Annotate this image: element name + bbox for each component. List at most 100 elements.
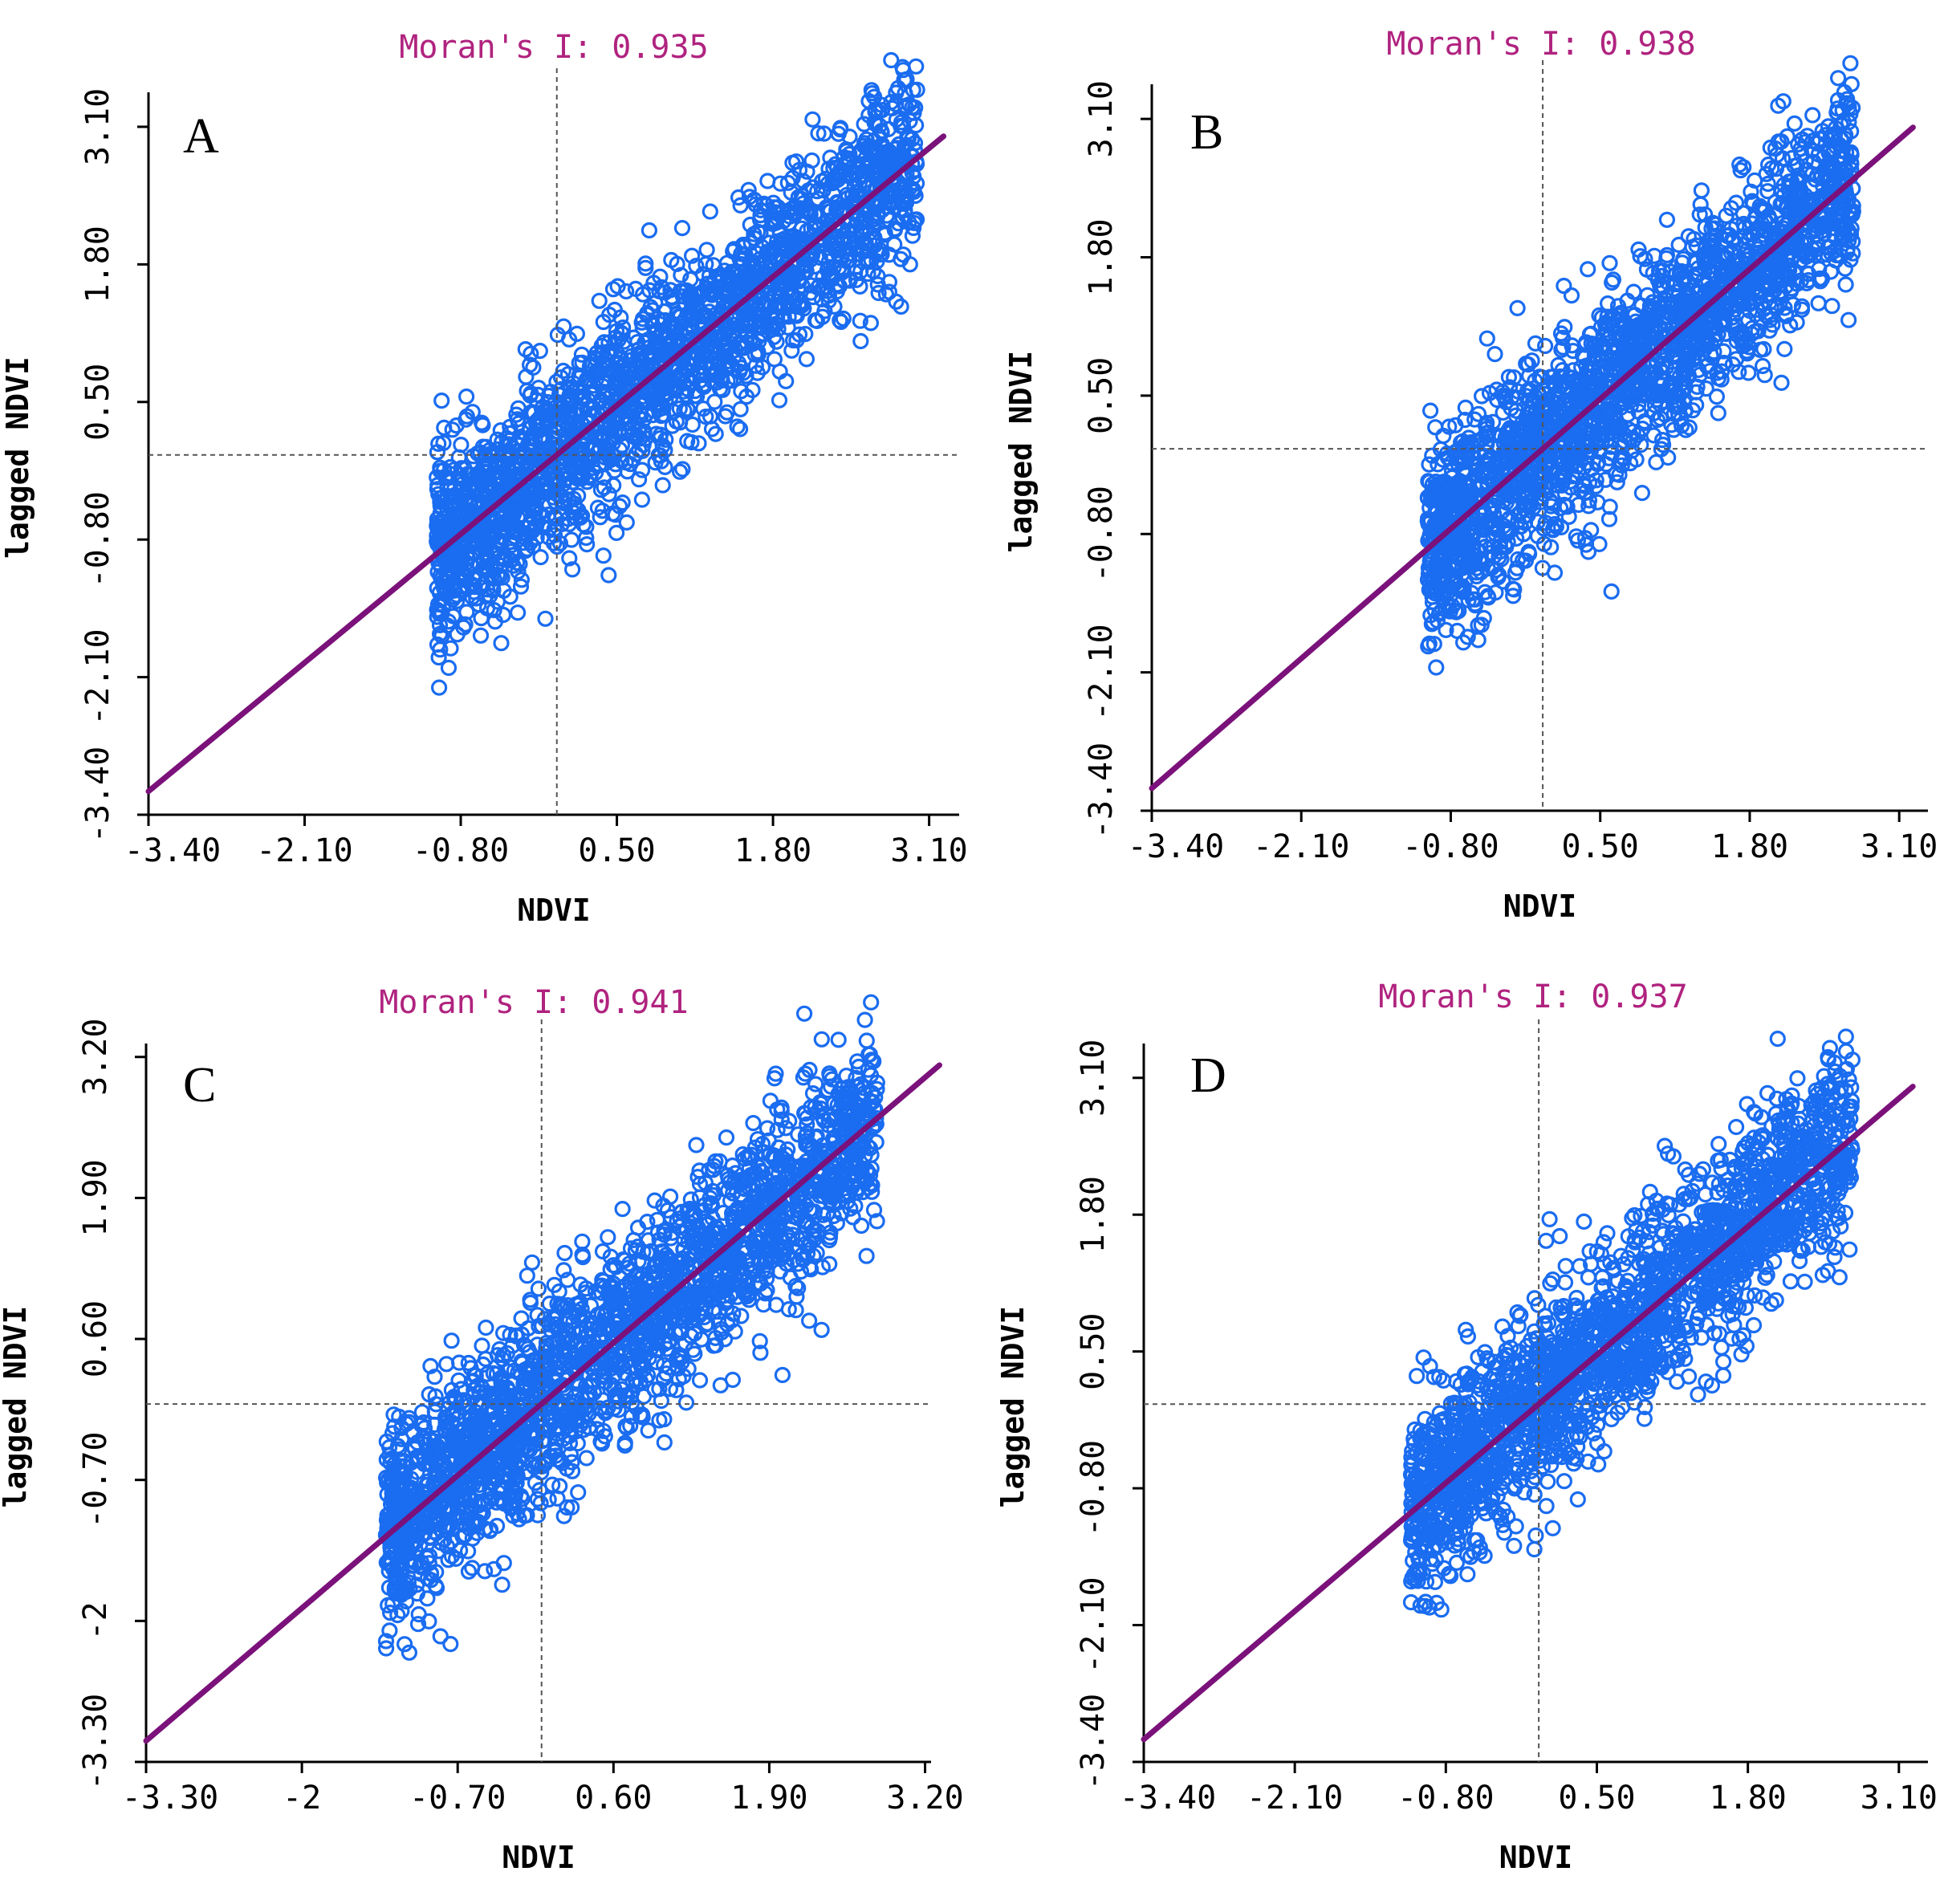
- scatter-point: [633, 491, 651, 508]
- scatter-point: [808, 217, 825, 234]
- scatter-point: [798, 351, 815, 368]
- scatter-point: [673, 333, 689, 350]
- y-tick-label: 3.10: [1083, 80, 1120, 157]
- scatter-point: [733, 383, 750, 400]
- scatter-point: [1693, 182, 1710, 199]
- scatter-point: [810, 190, 827, 207]
- scatter-point: [722, 270, 738, 287]
- y-tick-label: 3.10: [79, 88, 116, 165]
- scatter-point: [633, 392, 651, 409]
- scatter-point: [508, 406, 525, 423]
- scatter-point: [895, 246, 912, 263]
- scatter-point: [1648, 454, 1665, 471]
- chart-title: Moran's I: 0.938: [1386, 26, 1695, 63]
- scatter-point: [596, 454, 614, 472]
- scatter-point: [754, 359, 771, 376]
- scatter-point: [542, 384, 559, 401]
- scatter-point: [1591, 535, 1608, 553]
- scatter-point: [770, 320, 787, 337]
- scatter-point: [614, 409, 631, 426]
- scatter-point: [570, 487, 587, 504]
- y-tick-label: -3.40: [1083, 742, 1120, 839]
- scatter-point: [604, 505, 621, 523]
- scatter-point: [456, 460, 473, 477]
- scatter-point: [1710, 405, 1726, 421]
- scatter-point: [697, 408, 714, 425]
- scatter-point: [629, 334, 646, 351]
- scatter-point: [732, 401, 749, 417]
- scatter-point: [669, 255, 685, 272]
- scatter-point: [880, 283, 898, 300]
- scatter-point: [443, 496, 460, 513]
- x-tick-label: -3.30: [122, 1780, 218, 1817]
- scatter-point: [1563, 287, 1580, 304]
- scatter-point: [433, 592, 449, 608]
- scatter-point: [1536, 337, 1554, 355]
- scatter-point: [1421, 402, 1439, 419]
- scatter-point: [731, 421, 749, 437]
- scatter-point: [683, 433, 700, 451]
- scatter-point: [458, 604, 475, 620]
- scatter-point: [637, 259, 654, 276]
- y-tick-label: -3.30: [77, 1694, 114, 1790]
- scatter-point: [901, 256, 918, 273]
- panel-a: Moran's I: 0.935-3.40 -2.10 -0.80 0.50 1.80 3…: [0, 29, 968, 928]
- scatter-point: [440, 659, 458, 677]
- scatter-point: [841, 272, 858, 289]
- scatter-point: [828, 235, 844, 252]
- scatter-point: [824, 185, 842, 203]
- scatter-point: [606, 301, 623, 319]
- scatter-point: [585, 385, 602, 402]
- scatter-point: [563, 561, 581, 578]
- scatter-point: [444, 421, 461, 438]
- scatter-point: [1837, 276, 1854, 293]
- scatter-point: [624, 356, 642, 372]
- scatter-point: [738, 266, 755, 283]
- scatter-point: [595, 314, 612, 331]
- scatter-point: [870, 128, 888, 144]
- scatter-point: [432, 459, 449, 476]
- panel-letter: A: [183, 109, 219, 164]
- y-tick-label: -2: [77, 1601, 114, 1640]
- scatter-point: [641, 331, 657, 348]
- fit-line: [1149, 124, 1916, 791]
- scatter-point: [698, 242, 715, 258]
- scatter-point: [1824, 298, 1840, 315]
- scatter-point: [761, 234, 778, 251]
- scatter-point: [754, 325, 771, 342]
- scatter-point: [518, 525, 535, 542]
- scatter-point: [669, 306, 685, 323]
- scatter-point: [870, 284, 887, 302]
- scatter-point: [765, 215, 783, 232]
- scatter-point: [735, 340, 752, 356]
- scatter-point: [1527, 335, 1544, 352]
- scatter-point: [765, 328, 783, 345]
- scatter-point: [552, 506, 570, 523]
- scatter-point: [1421, 456, 1438, 473]
- scatter-point: [465, 448, 482, 465]
- scatter-point: [1580, 261, 1596, 278]
- scatter-point: [472, 627, 490, 644]
- scatter-point: [841, 245, 859, 262]
- y-tick-label: -2.10: [79, 629, 116, 725]
- scatter-point: [436, 419, 453, 437]
- scatter-point: [1427, 419, 1444, 436]
- scatter-point: [509, 604, 527, 621]
- scatter-point: [446, 480, 463, 497]
- x-tick-label: -0.80: [413, 832, 509, 869]
- scatter-point: [514, 432, 532, 450]
- scatter-point: [747, 296, 765, 313]
- scatter-point: [904, 227, 921, 244]
- scatter-point: [579, 535, 596, 553]
- scatter-point: [491, 568, 508, 584]
- scatter-point: [841, 145, 858, 162]
- scatter-point: [513, 572, 531, 588]
- y-tick-label: -0.80: [1083, 486, 1120, 582]
- scatter-point: [514, 535, 532, 551]
- scatter-point: [579, 474, 596, 490]
- scatter-point: [470, 479, 487, 497]
- scatter-point: [485, 544, 502, 562]
- scatter-point: [701, 348, 718, 364]
- scatter-point: [852, 312, 868, 329]
- scatter-point: [869, 208, 886, 225]
